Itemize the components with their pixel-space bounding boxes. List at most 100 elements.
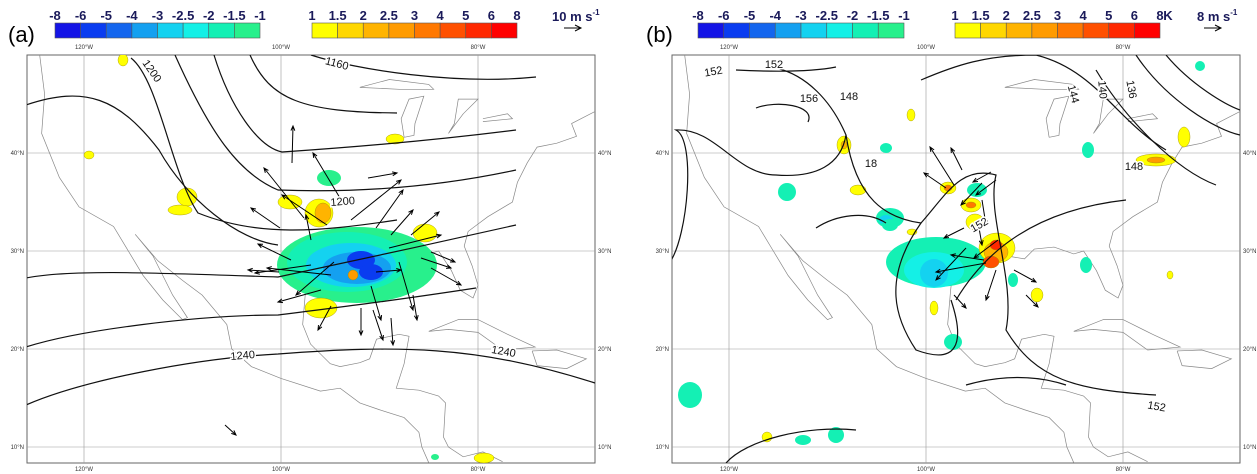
wind-vector-arrow	[256, 243, 292, 261]
warming-anomaly-shading	[906, 108, 916, 122]
colorbar-tick-label: 1	[308, 8, 315, 23]
coastline	[1093, 98, 1124, 134]
colorbar-tick-label: 8	[513, 8, 520, 23]
colorbar-swatch	[1134, 22, 1161, 39]
wind-vector-arrow	[960, 182, 983, 206]
coastline	[39, 55, 430, 463]
colorbar-tick-label: -5	[744, 8, 756, 23]
coastline	[1127, 113, 1159, 122]
wind-vector-arrow	[372, 309, 384, 342]
cooling-anomaly-shading	[317, 170, 341, 186]
latitude-label: 20°N	[1243, 347, 1256, 353]
wind-vector-arrow	[974, 179, 997, 196]
colorbar-tick-label: -2	[203, 8, 215, 23]
warming-anomaly-shading	[167, 204, 193, 216]
coastline	[359, 79, 435, 90]
colorbar-swatch	[182, 22, 210, 39]
cooling-anomaly-shading	[1195, 61, 1205, 71]
height-contour	[27, 95, 279, 246]
latitude-label: 20°N	[11, 347, 24, 353]
colorbar-swatch	[491, 22, 518, 39]
colorbar-swatch	[1108, 22, 1135, 39]
contour-label: 148	[1125, 161, 1143, 173]
colorbar-tick-label: 1.5	[972, 8, 990, 23]
panel-b-negative-colorbar: -8 -6 -5 -4 -3 -2.5 -2 -1.5 -1	[692, 8, 910, 39]
colorbar-swatch	[826, 22, 853, 39]
warming-anomaly-shading	[965, 201, 977, 209]
coastline	[1176, 349, 1233, 369]
colorbar-tick-label: 3	[411, 8, 418, 23]
colorbar-tick-label: 3	[1054, 8, 1061, 23]
wind-vector-arrow	[246, 267, 280, 273]
panel-b-label: (b)	[646, 22, 673, 47]
wind-vector-arrow	[390, 317, 396, 347]
wind-vector-arrow	[375, 188, 404, 229]
latitude-label: 40°N	[1243, 151, 1256, 157]
colorbar-swatch	[208, 22, 235, 39]
colorbar-swatch	[954, 22, 981, 39]
longitude-label: 120°W	[720, 45, 738, 51]
warming-anomaly-shading	[1166, 270, 1174, 280]
colorbar-tick-label: 2	[360, 8, 367, 23]
panel-b-ref-vector-label: 8 m s-1	[1197, 8, 1238, 24]
colorbar-tick-label: 4	[437, 8, 445, 23]
panel-a-positive-colorbar: 1 1.5 2 2.5 3 4 5 6 8	[308, 8, 521, 39]
wind-vector-arrow	[929, 145, 955, 186]
colorbar-tick-label: -2.5	[816, 8, 838, 23]
cooling-anomaly-shading	[431, 454, 439, 460]
colorbar-tick-label: 1.5	[329, 8, 347, 23]
coastline	[428, 319, 537, 351]
wind-vector-arrow	[388, 233, 443, 249]
contour-label: 156	[800, 93, 818, 105]
wind-vector-arrow	[390, 209, 414, 236]
wind-vector-arrow	[263, 166, 305, 219]
colorbar-tick-label: 6	[1131, 8, 1138, 23]
latitude-label: 10°N	[656, 445, 669, 451]
colorbar-swatch	[749, 22, 776, 39]
panel-a-negative-colorbar: -8 -6 -5 -4 -3 -2.5 -2 -1.5 -1	[49, 8, 266, 39]
wind-vector-arrow	[367, 171, 399, 179]
wind-vector-arrow	[410, 211, 440, 236]
colorbar-swatch	[1057, 22, 1084, 39]
wind-vector-arrow	[276, 289, 322, 304]
wind-vector-arrow	[977, 221, 984, 247]
latitude-label: 20°N	[656, 347, 669, 353]
wind-vector-arrow	[1013, 269, 1038, 283]
cooling-anomaly-shading	[944, 334, 962, 350]
wind-vector-arrow	[280, 194, 328, 226]
height-contour	[965, 376, 1067, 386]
coastline	[400, 95, 425, 138]
colorbar-tick-label: 2	[1003, 8, 1010, 23]
wind-vector-arrow	[430, 267, 463, 286]
wind-vector-arrow	[370, 285, 383, 322]
colorbar-tick-label: 5	[462, 8, 469, 23]
colorbar-swatch	[774, 22, 802, 39]
longitude-label: 120°W	[720, 467, 738, 473]
colorbar-tick-label: -6	[75, 8, 87, 23]
colorbar-swatch	[157, 22, 184, 39]
colorbar-swatch	[311, 22, 338, 39]
contour-label: 148	[840, 91, 858, 103]
colorbar-swatch	[1082, 22, 1110, 39]
colorbar-tick-label: -6	[718, 8, 730, 23]
colorbar-tick-label: 8	[1156, 8, 1163, 23]
cooling-anomaly-shading	[828, 427, 844, 443]
longitude-label: 120°W	[75, 467, 93, 473]
wind-vector-arrow	[949, 253, 985, 261]
cooling-anomaly-shading	[1080, 257, 1092, 273]
height-contour	[249, 55, 398, 114]
wind-vector-arrow	[430, 251, 457, 263]
height-contour	[672, 67, 847, 260]
longitude-label: 100°W	[272, 45, 290, 51]
latitude-label: 40°N	[11, 151, 24, 157]
height-contour	[955, 199, 1127, 301]
cooling-anomaly-shading	[778, 183, 796, 201]
panel-b: (b) -8 -6 -5 -4 -3 -2.5 -2 -1.5 -1 1 1.5 2 2.5 3 4 5 6 8…	[646, 8, 1256, 473]
contour-label: 1240	[490, 344, 516, 360]
colorbar-tick-label: 2.5	[1023, 8, 1041, 23]
warming-anomaly-shading	[385, 133, 405, 145]
colorbar-swatch	[414, 22, 441, 39]
wind-vector-arrow	[253, 264, 312, 275]
colorbar-tick-label: 2.5	[380, 8, 398, 23]
wind-vector-arrow	[317, 305, 332, 332]
